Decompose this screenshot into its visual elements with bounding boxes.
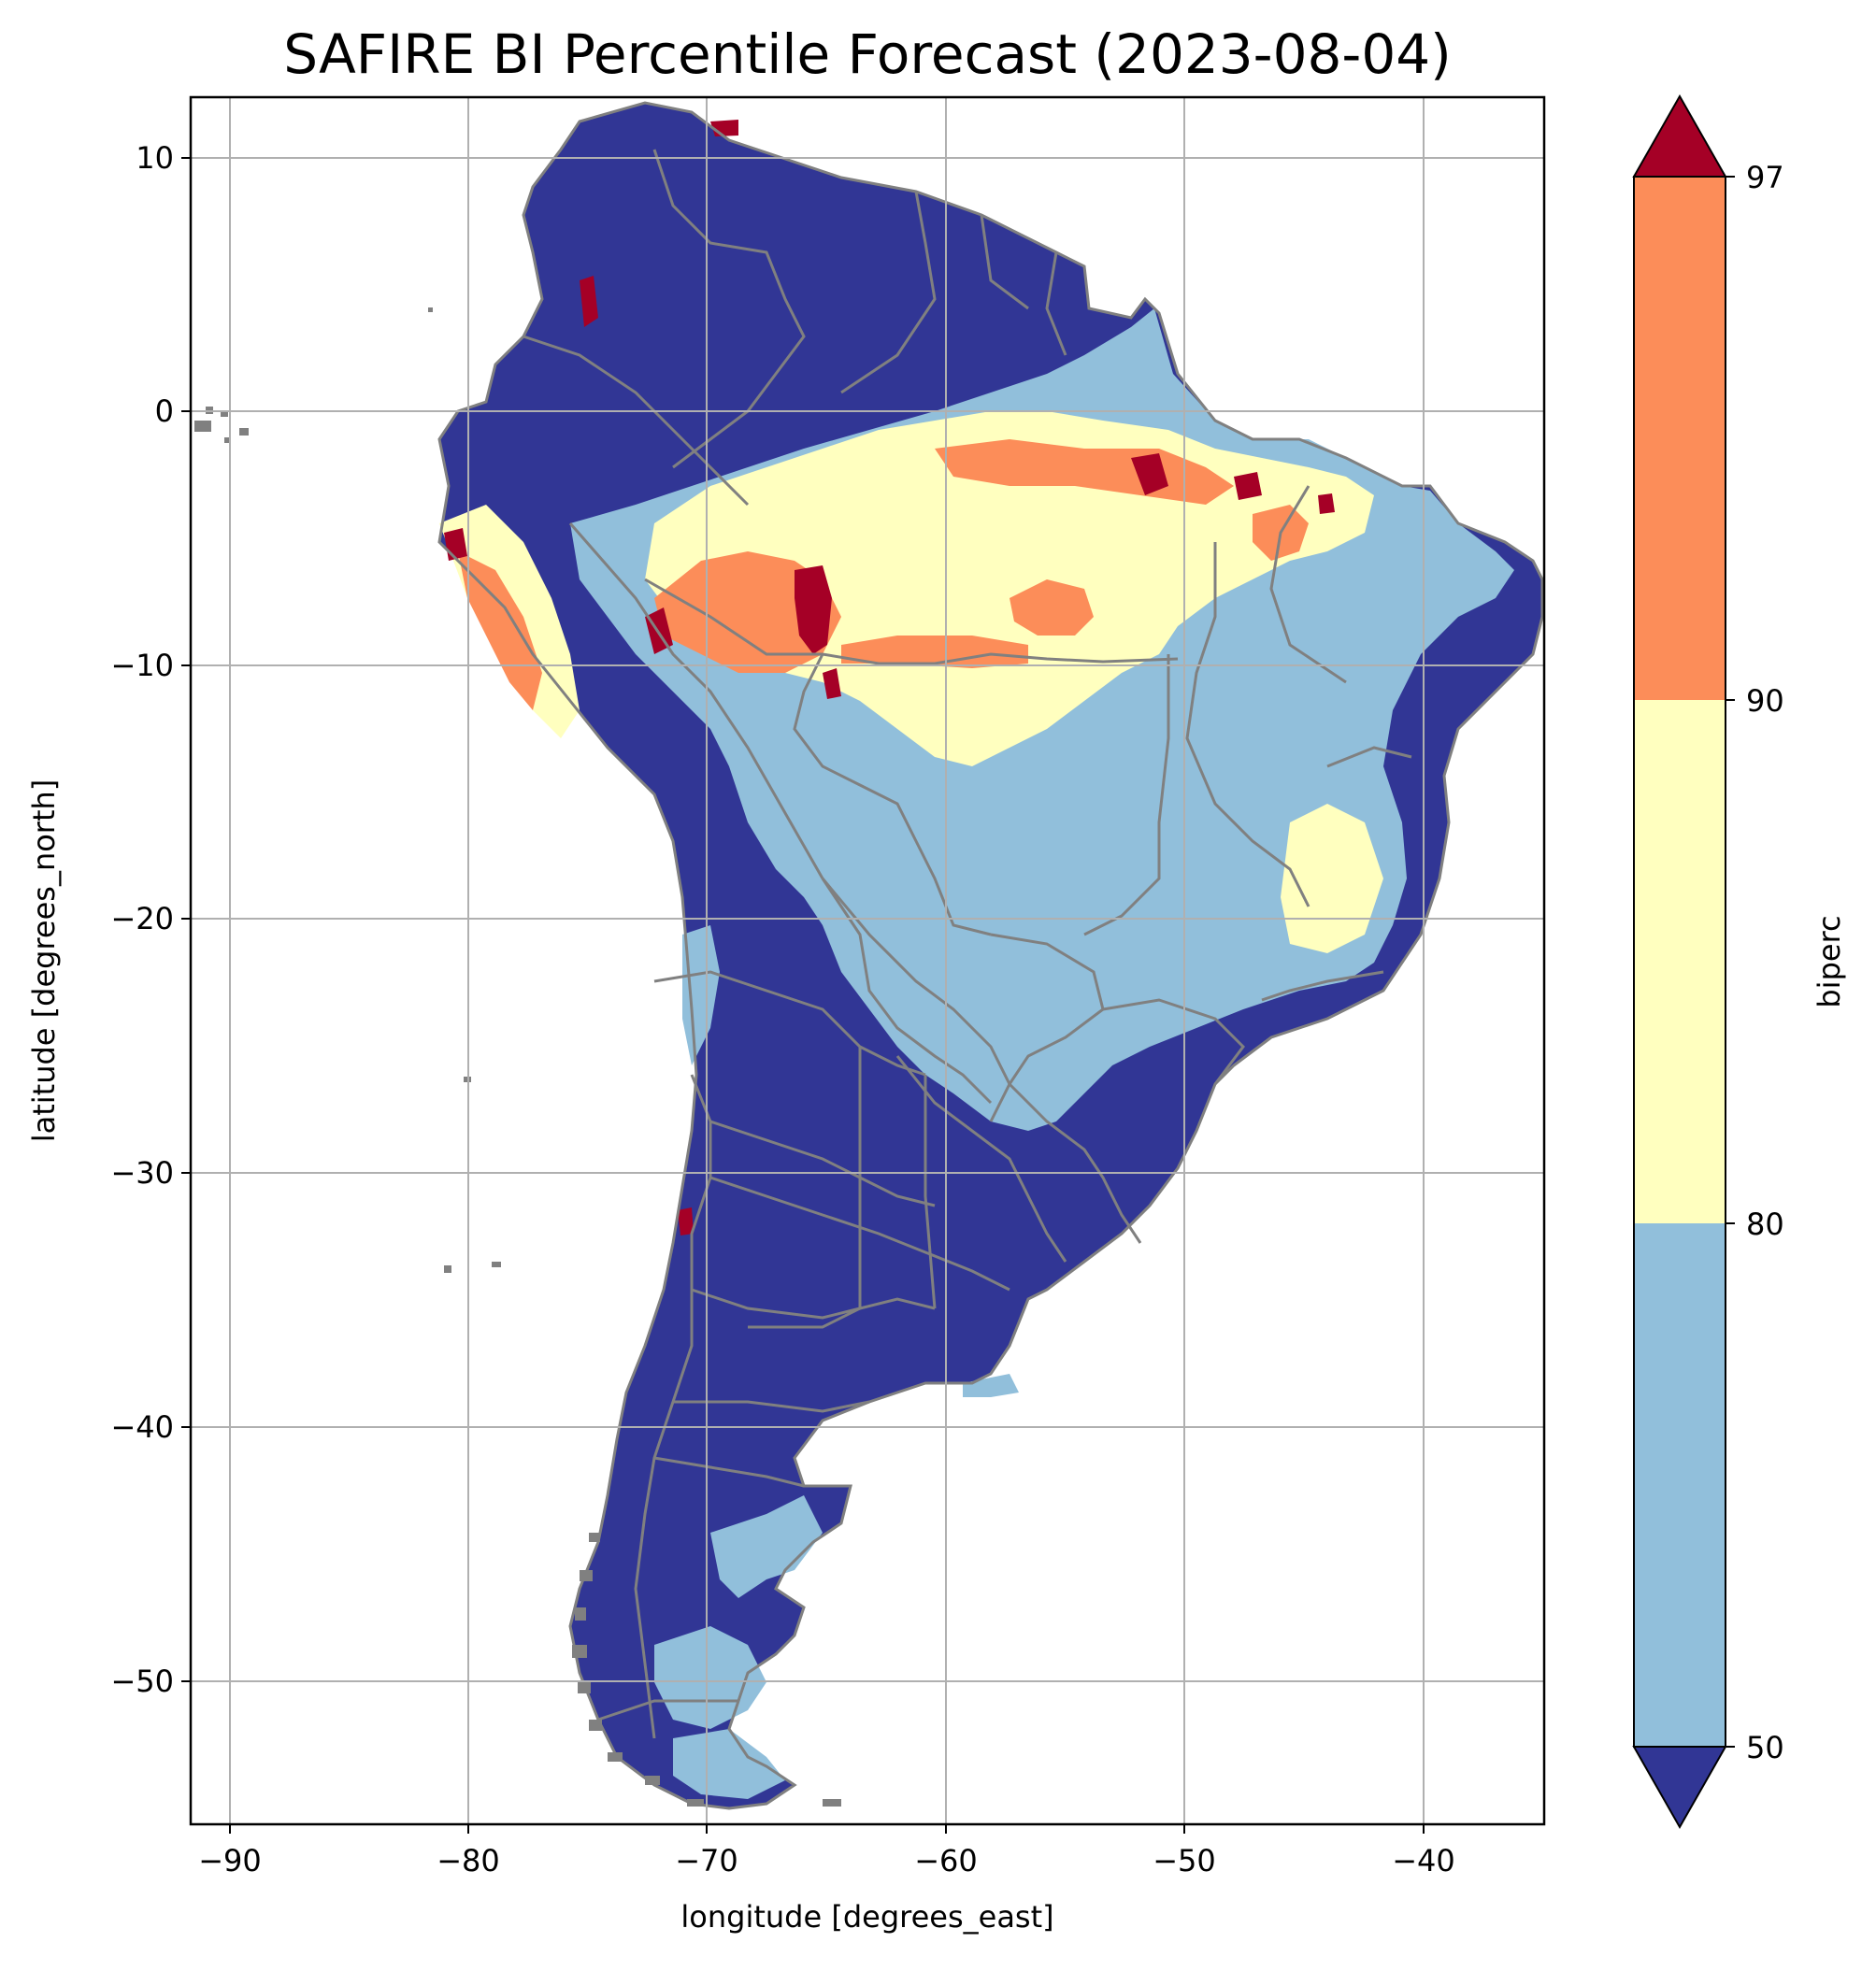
- colorbar-tick-label: 50: [1746, 1730, 1784, 1765]
- region-90-97-andes: [458, 551, 542, 710]
- x-tick-label: −80: [437, 1843, 500, 1878]
- y-axis-label: latitude [degrees_north]: [26, 779, 62, 1143]
- map-layer: [194, 101, 1544, 1810]
- region-90-97-band: [841, 636, 1028, 668]
- region-50-80-pampas: [963, 1374, 1019, 1397]
- y-tick-label: −20: [110, 901, 174, 936]
- y-tick-label: −40: [110, 1409, 174, 1445]
- y-tick-label: 10: [136, 140, 174, 176]
- x-tick-label: −50: [1153, 1843, 1216, 1878]
- y-axis: 10 0 −10 −20 −30 −40 −50 latitude [degre…: [26, 140, 191, 1699]
- region-above-97-north2: [1234, 472, 1262, 500]
- region-above-97-colombia: [580, 276, 598, 327]
- colorbar-label: biperc: [1812, 915, 1847, 1007]
- colorbar-tick-label: 97: [1746, 160, 1784, 195]
- y-tick-label: −30: [110, 1155, 174, 1191]
- y-tick-label: −50: [110, 1664, 174, 1699]
- country-borders: [437, 101, 1544, 1810]
- colorbar-tick-label: 80: [1746, 1207, 1784, 1242]
- x-axis-label: longitude [degrees_east]: [680, 1899, 1053, 1935]
- y-tick-label: 0: [155, 393, 174, 429]
- region-above-97-bolivia: [823, 668, 841, 699]
- gridlines: [191, 97, 1544, 1824]
- x-tick-label: −90: [198, 1843, 262, 1878]
- region-above-97-north3: [1318, 493, 1335, 514]
- region-above-97-west: [795, 565, 832, 654]
- chile-islands: [572, 1533, 841, 1807]
- colorbar-extend-max: [1632, 93, 1727, 178]
- region-above-97-north1: [1131, 453, 1168, 495]
- colorbar-frame: [1633, 176, 1726, 1748]
- map-axes: −90 −80 −70 −60 −50 −40 longitude [degre…: [26, 95, 1546, 1935]
- region-90-97-central: [1010, 579, 1094, 636]
- colorbar: 97 90 80 50 biperc: [1632, 93, 1847, 1830]
- x-tick-label: −40: [1392, 1843, 1455, 1878]
- region-50-80-tierra: [673, 1729, 785, 1799]
- x-tick-label: −60: [914, 1843, 978, 1878]
- y-tick-label: −10: [110, 648, 174, 683]
- colorbar-bin-90-97: [1634, 177, 1726, 700]
- colorbar-extend-min: [1632, 1746, 1727, 1830]
- chart-title: SAFIRE BI Percentile Forecast (2023-08-0…: [283, 22, 1452, 86]
- region-50-80-patagonia: [710, 1495, 823, 1598]
- region-80-90-southeast: [1281, 804, 1383, 953]
- axes-frame: [189, 95, 1546, 1826]
- colorbar-tick-label: 90: [1746, 683, 1784, 719]
- colorbar-bin-80-90: [1634, 700, 1726, 1223]
- x-axis: −90 −80 −70 −60 −50 −40 longitude [degre…: [198, 1824, 1455, 1935]
- colorbar-bin-50-80: [1634, 1223, 1726, 1747]
- region-above-97-chile: [678, 1207, 694, 1235]
- region-50-80-andes-patch: [682, 925, 720, 1065]
- x-tick-label: −70: [675, 1843, 738, 1878]
